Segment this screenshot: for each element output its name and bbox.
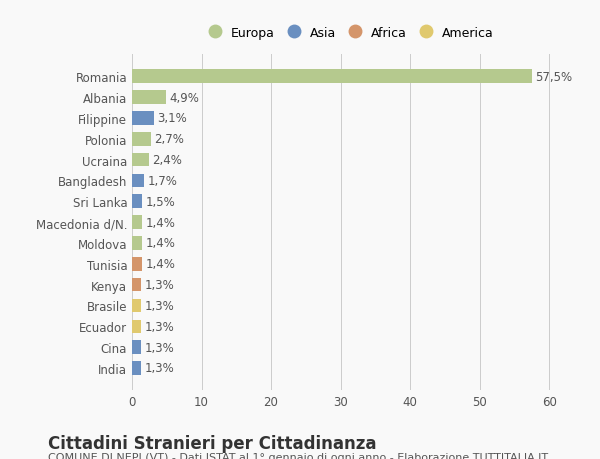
Bar (132, 91, 166, 105)
Bar (132, 153, 149, 167)
Text: 1,3%: 1,3% (145, 341, 174, 354)
Bar (132, 112, 154, 125)
Text: 1,4%: 1,4% (145, 257, 175, 271)
Bar (132, 133, 151, 146)
Text: 4,9%: 4,9% (170, 91, 199, 104)
Bar (132, 341, 141, 354)
Bar (132, 174, 144, 188)
Text: 1,4%: 1,4% (145, 237, 175, 250)
Bar (132, 237, 142, 250)
Text: 1,7%: 1,7% (147, 174, 177, 188)
Text: 2,7%: 2,7% (154, 133, 184, 146)
Bar (132, 320, 141, 333)
Bar (132, 195, 142, 208)
Text: 57,5%: 57,5% (535, 71, 572, 84)
Text: Cittadini Stranieri per Cittadinanza: Cittadini Stranieri per Cittadinanza (48, 434, 377, 452)
Bar (132, 216, 142, 230)
Text: 1,5%: 1,5% (146, 196, 176, 208)
Bar (132, 257, 142, 271)
Text: COMUNE DI NEPI (VT) - Dati ISTAT al 1° gennaio di ogni anno - Elaborazione TUTTI: COMUNE DI NEPI (VT) - Dati ISTAT al 1° g… (48, 452, 548, 459)
Legend: Europa, Asia, Africa, America: Europa, Asia, Africa, America (202, 21, 500, 46)
Bar (132, 299, 141, 313)
Text: 1,3%: 1,3% (145, 362, 174, 375)
Bar (132, 70, 532, 84)
Text: 1,3%: 1,3% (145, 320, 174, 333)
Bar (132, 361, 141, 375)
Text: 3,1%: 3,1% (157, 112, 187, 125)
Text: 1,3%: 1,3% (145, 279, 174, 291)
Text: 2,4%: 2,4% (152, 154, 182, 167)
Text: 1,4%: 1,4% (145, 216, 175, 229)
Text: 1,3%: 1,3% (145, 299, 174, 312)
Bar (132, 278, 141, 292)
